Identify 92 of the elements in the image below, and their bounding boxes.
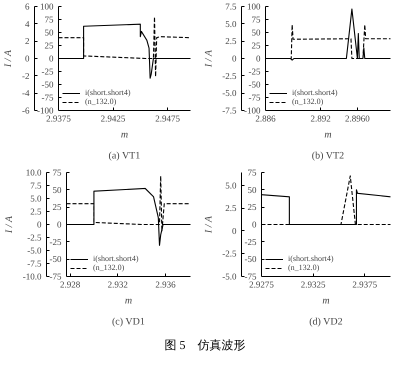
y2-tick-label: 0 <box>232 54 237 64</box>
legend-label: (n_132.0) <box>85 97 116 106</box>
y2-tick-label: -7.5 <box>222 106 237 116</box>
x-tick-label: 2.892 <box>310 114 331 124</box>
y-tick-label: 0 <box>49 54 54 64</box>
y2-tick-label: 7.5 <box>30 180 42 190</box>
y-tick-label: -75 <box>248 92 261 102</box>
text: (b) VT2 <box>312 150 344 162</box>
y-tick-label: -50 <box>248 80 261 90</box>
y2-tick-label: -2.5 <box>27 232 42 242</box>
y-tick-label: -50 <box>50 254 62 264</box>
y-tick-label: 25 <box>44 40 54 50</box>
legend-label: (n_132.0) <box>93 263 124 272</box>
x-tick-label: 2.936 <box>155 280 176 290</box>
y-tick-label: 50 <box>252 28 261 38</box>
y-tick-label: 75 <box>252 14 261 24</box>
x-tick-label: 2.9275 <box>249 280 274 290</box>
caption: 图 5 仿真波形 <box>164 337 246 354</box>
x-tick-label: 2.9375 <box>352 280 378 290</box>
x-axis-title: m <box>124 296 132 306</box>
y2-tick-label: -6 <box>22 106 30 116</box>
y-tick-label: -75 <box>50 272 62 282</box>
x-tick-label: 2.9425 <box>100 114 126 124</box>
y2-tick-label: -2 <box>22 70 30 81</box>
y-tick-label: -75 <box>244 272 257 282</box>
y-tick-label: 50 <box>44 28 54 38</box>
y-tick-label: -50 <box>42 80 54 90</box>
text: (d) VD2 <box>309 316 343 328</box>
y2-tick-label: 0 <box>232 226 237 236</box>
legend-label: (n_132.0) <box>288 263 320 272</box>
y2-tick-label: 5.0 <box>225 180 237 190</box>
x-axis-title: m <box>322 296 330 306</box>
y-tick-label: 25 <box>52 202 62 212</box>
y2-tick-label: 10.0 <box>26 168 42 178</box>
y-tick-label: 0 <box>57 220 62 230</box>
y2-tick-label: 2 <box>25 36 30 46</box>
y2-tick-label: -4 <box>22 88 30 98</box>
legend-label: (n_132.0) <box>292 97 324 106</box>
y2-tick-label: -10.0 <box>22 272 42 282</box>
y2-tick-label: 5.0 <box>30 194 42 204</box>
x-tick-label: 2.9475 <box>155 114 180 124</box>
y2-tick-label: 7.5 <box>225 2 237 12</box>
y2-tick-label: 5.0 <box>225 18 237 29</box>
y-tick-label: -100 <box>37 106 54 116</box>
y-tick-label: 100 <box>40 2 54 12</box>
y-tick-label: 25 <box>252 40 261 50</box>
y2-axis-title: I / A <box>3 49 14 68</box>
x-tick-label: 2.932 <box>108 280 128 290</box>
y-tick-label: 50 <box>248 184 257 195</box>
y-tick-label: -25 <box>50 236 62 247</box>
y-tick-label: -25 <box>244 236 257 247</box>
x-tick-label: 2.928 <box>60 280 81 290</box>
y-tick-label: 75 <box>52 168 62 178</box>
y2-tick-label: 2.5 <box>30 206 42 216</box>
y-tick-label: 75 <box>248 168 257 178</box>
y-tick-label: 100 <box>247 2 261 12</box>
y2-tick-label: -7.5 <box>27 258 42 268</box>
y-tick-label: -75 <box>42 92 54 102</box>
y2-axis-title: I / A <box>203 49 214 68</box>
x-tick-label: 2.9375 <box>46 114 72 124</box>
legend-label: i(short.short4) <box>292 88 338 97</box>
y-tick-label: 50 <box>52 184 62 195</box>
y-tick-label: -50 <box>244 254 257 264</box>
y2-tick-label: -2.5 <box>222 248 237 259</box>
x-tick-label: 2.886 <box>255 114 276 124</box>
y-tick-label: -25 <box>42 66 54 76</box>
y2-tick-label: -5.0 <box>27 246 42 256</box>
y2-tick-label: -5.0 <box>222 88 237 98</box>
x-axis-title: m <box>120 130 128 140</box>
y2-tick-label: 2.5 <box>225 203 237 214</box>
x-tick-label: 2.9325 <box>300 280 326 290</box>
y2-tick-label: -2.5 <box>222 70 237 81</box>
legend-label: i(short.short4) <box>288 254 334 263</box>
y-tick-label: 0 <box>252 220 257 230</box>
y2-tick-label: 0 <box>25 54 30 64</box>
legend-label: i(short.short4) <box>85 88 131 97</box>
y2-tick-label: -5.0 <box>222 272 237 282</box>
y-tick-label: -25 <box>248 66 261 76</box>
y2-tick-label: 2.5 <box>225 36 237 46</box>
y-tick-label: 0 <box>256 54 261 64</box>
text: (c) VD1 <box>112 316 145 328</box>
x-tick-label: 2.8960 <box>345 114 370 124</box>
y-tick-label: 25 <box>248 202 257 212</box>
x-axis-title: m <box>324 130 332 140</box>
y2-tick-label: 4 <box>25 18 30 29</box>
y2-axis-title: I / A <box>4 215 15 234</box>
y-tick-label: 75 <box>44 14 54 24</box>
y2-tick-label: 6 <box>25 2 30 12</box>
legend-label: i(short.short4) <box>93 254 139 263</box>
y2-axis-title: I / A <box>203 215 214 234</box>
text: (a) VT1 <box>108 150 140 162</box>
y-tick-label: -100 <box>244 106 261 116</box>
